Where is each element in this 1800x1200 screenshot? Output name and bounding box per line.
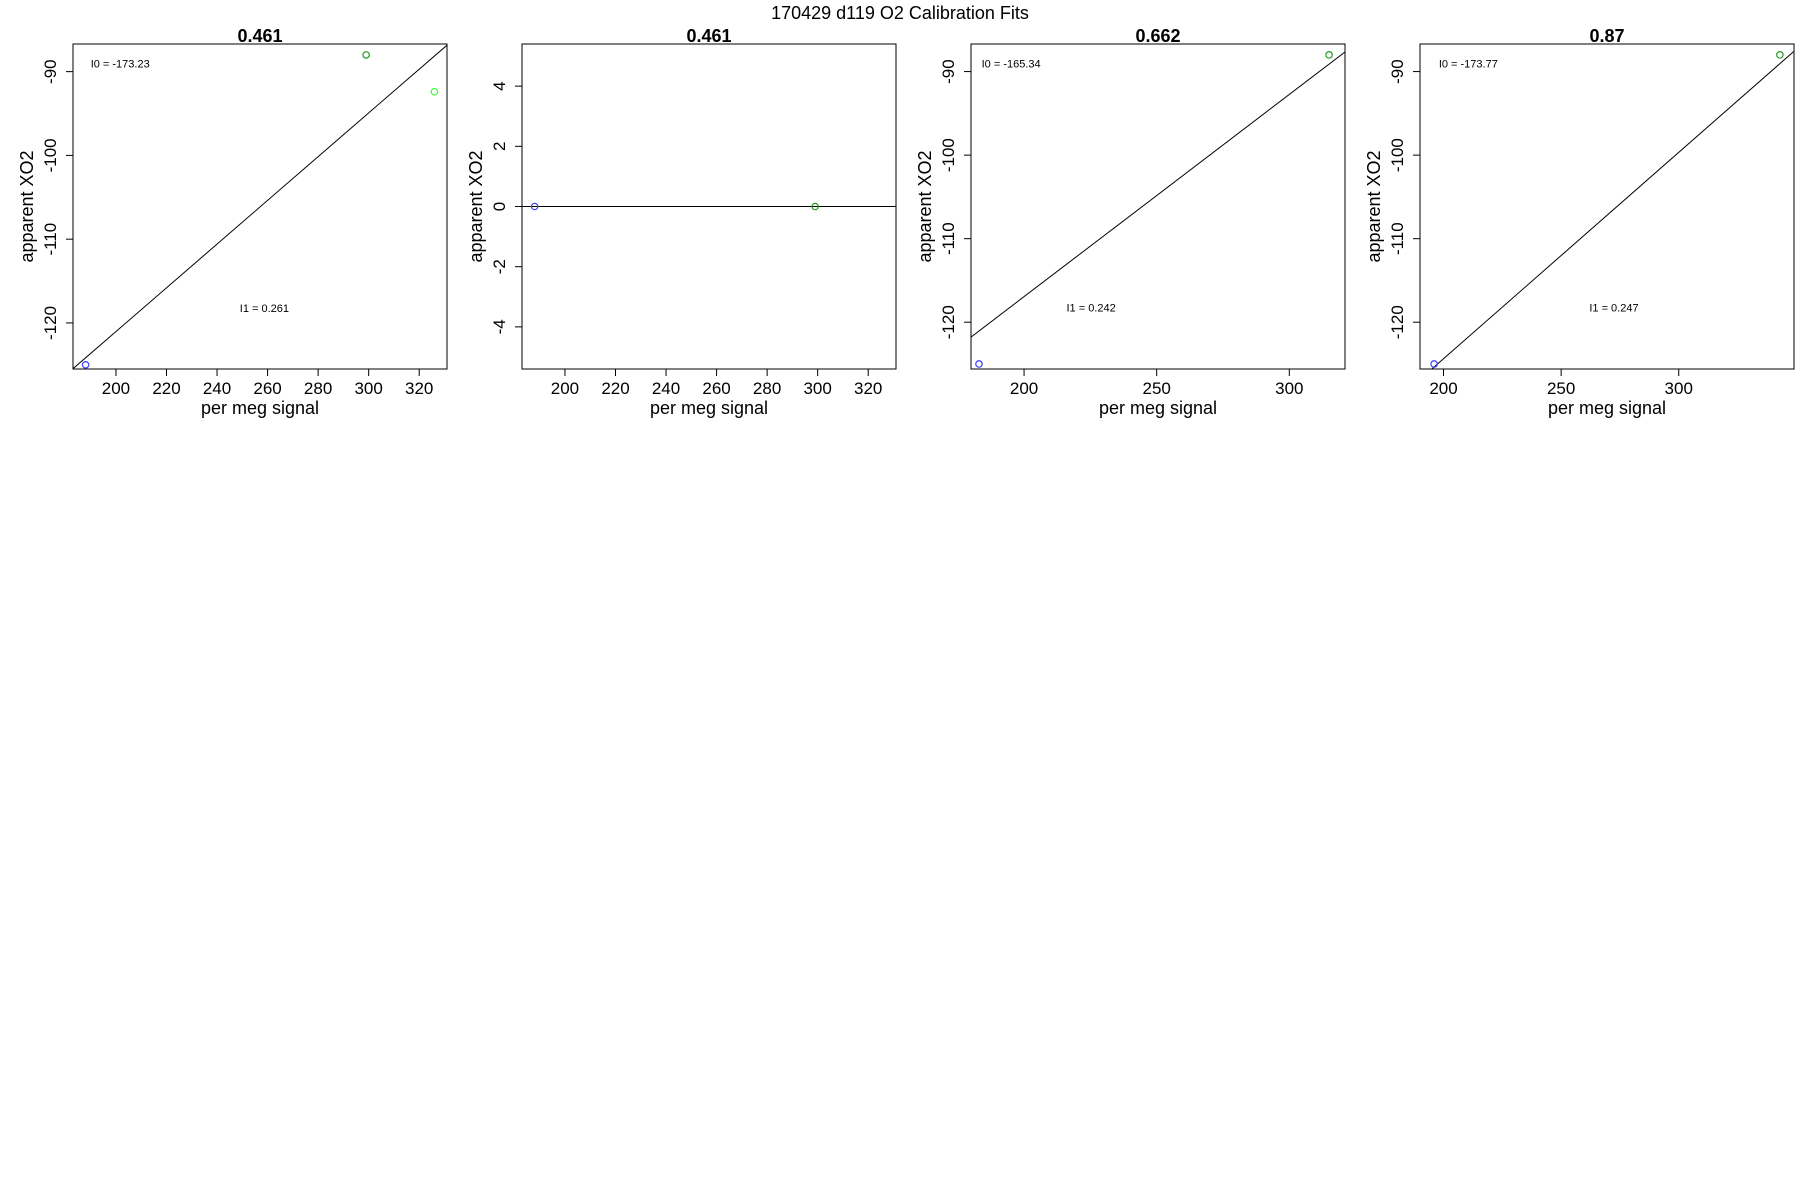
chart-title: 0.461 bbox=[686, 26, 731, 46]
x-tick-label: 250 bbox=[1547, 379, 1575, 398]
x-tick-label: 240 bbox=[652, 379, 680, 398]
x-axis-label: per meg signal bbox=[1548, 398, 1666, 418]
x-axis-label: per meg signal bbox=[650, 398, 768, 418]
y-tick-label: 0 bbox=[490, 202, 509, 211]
fit-annotation: I0 = -173.77 bbox=[1439, 58, 1498, 70]
x-tick-label: 260 bbox=[702, 379, 730, 398]
fit-line bbox=[971, 51, 1345, 338]
y-tick-label: -120 bbox=[939, 305, 958, 339]
x-axis-label: per meg signal bbox=[201, 398, 319, 418]
plot-frame bbox=[72, 43, 448, 370]
x-tick-label: 320 bbox=[854, 379, 882, 398]
fit-annotation: I1 = 0.242 bbox=[1066, 302, 1115, 314]
x-tick-label: 300 bbox=[354, 379, 382, 398]
x-tick-label: 300 bbox=[1665, 379, 1693, 398]
plot-frame bbox=[1419, 43, 1795, 370]
y-tick-label: -100 bbox=[1388, 138, 1407, 172]
data-point bbox=[1430, 360, 1438, 368]
y-axis-label: apparent XO2 bbox=[466, 150, 486, 262]
y-tick-label: -110 bbox=[1388, 222, 1407, 255]
page-title: 170429 d119 O2 Calibration Fits bbox=[771, 3, 1029, 23]
x-tick-label: 280 bbox=[304, 379, 332, 398]
data-point bbox=[811, 202, 819, 211]
chart-title: 0.87 bbox=[1589, 26, 1624, 46]
data-point bbox=[430, 87, 439, 96]
x-tick-label: 300 bbox=[1275, 379, 1303, 398]
x-tick-label: 260 bbox=[253, 379, 281, 398]
x-tick-label: 200 bbox=[102, 379, 130, 398]
y-tick-label: -90 bbox=[1388, 59, 1407, 84]
chart-panel-4: 0.87 200 250 300 -90 -100 -110 -120 per meg sign… bbox=[1364, 26, 1795, 418]
chart-panel-2: 0.461 200 220 240 260 280 300 320 4 2 0 -2 -4 per meg… bbox=[466, 26, 897, 418]
x-tick-label: 220 bbox=[152, 379, 180, 398]
chart-panel-1: 0.461 200 220 240 260 280 300 320 -90 -100 -110 -12… bbox=[17, 26, 448, 418]
y-tick-label: -100 bbox=[41, 138, 60, 172]
x-tick-label: 200 bbox=[1429, 379, 1457, 398]
data-point bbox=[81, 361, 90, 369]
y-tick-label: -110 bbox=[41, 223, 60, 256]
fit-annotation: I0 = -173.23 bbox=[91, 58, 150, 70]
y-axis-label: apparent XO2 bbox=[1364, 150, 1384, 262]
y-tick-label: -120 bbox=[1388, 305, 1407, 339]
y-axis-label: apparent XO2 bbox=[17, 150, 37, 262]
x-tick-label: 300 bbox=[803, 379, 831, 398]
x-tick-label: 280 bbox=[753, 379, 781, 398]
x-tick-label: 320 bbox=[405, 379, 433, 398]
y-tick-label: -4 bbox=[490, 319, 509, 334]
y-tick-label: -90 bbox=[41, 59, 60, 84]
fit-line bbox=[73, 44, 447, 369]
fit-annotation: I1 = 0.247 bbox=[1589, 302, 1638, 314]
y-tick-label: 2 bbox=[490, 142, 509, 151]
y-tick-label: -120 bbox=[41, 306, 60, 340]
chart-panel-3: 0.662 200 250 300 -90 -100 -110 -120 per meg sig… bbox=[915, 26, 1346, 418]
chart-title: 0.662 bbox=[1135, 26, 1180, 46]
x-tick-label: 200 bbox=[1010, 379, 1038, 398]
x-tick-label: 250 bbox=[1142, 379, 1170, 398]
data-point bbox=[362, 51, 370, 59]
data-point bbox=[1325, 51, 1333, 59]
y-axis-label: apparent XO2 bbox=[915, 150, 935, 262]
fit-line bbox=[1431, 50, 1794, 369]
y-tick-label: -100 bbox=[939, 138, 958, 172]
x-tick-label: 240 bbox=[203, 379, 231, 398]
chart-title: 0.461 bbox=[237, 26, 282, 46]
fit-annotation: I1 = 0.261 bbox=[240, 303, 289, 315]
plot-frame bbox=[970, 43, 1346, 370]
x-tick-label: 220 bbox=[601, 379, 629, 398]
data-point bbox=[1776, 51, 1784, 59]
data-point bbox=[530, 202, 539, 211]
y-tick-label: -90 bbox=[939, 59, 958, 84]
fit-annotation: I0 = -165.34 bbox=[982, 58, 1041, 70]
x-tick-label: 200 bbox=[551, 379, 579, 398]
x-axis-label: per meg signal bbox=[1099, 398, 1217, 418]
y-tick-label: 4 bbox=[490, 81, 509, 90]
data-point bbox=[975, 360, 983, 368]
y-tick-label: -110 bbox=[939, 222, 958, 255]
y-tick-label: -2 bbox=[490, 259, 509, 274]
